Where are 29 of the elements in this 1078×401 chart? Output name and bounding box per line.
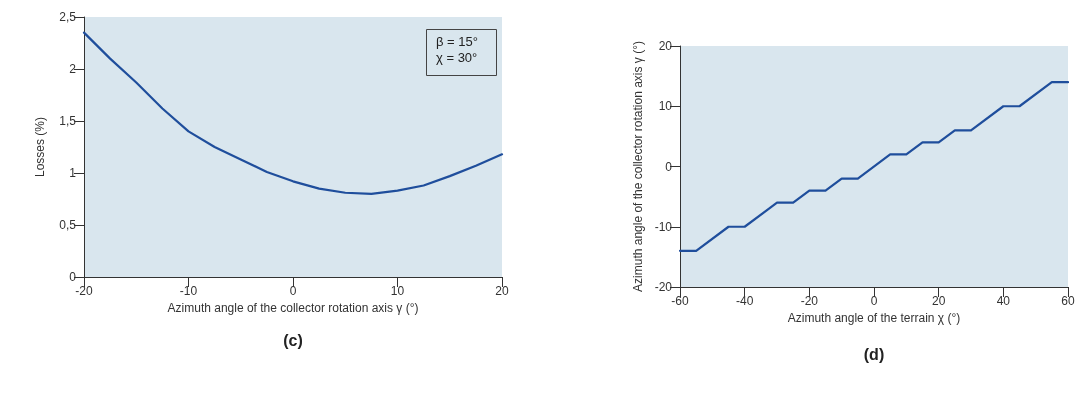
x-tick-label: -10 [179,284,198,298]
y-tick-label: 2 [69,62,77,76]
y-tick-label: 20 [658,39,673,53]
y-axis-title: Azimuth angle of the collector rotation axis γ (°) [630,41,645,292]
x-axis-title: Azimuth angle of the collector rotation axis γ (°) [167,300,419,315]
x-tick-label: 10 [390,284,405,298]
x-tick-label: 60 [1061,294,1075,308]
y-tick-label: 2,5 [59,10,77,24]
y-tick-label: 0 [69,270,77,284]
y-tick-label: 0 [665,159,673,174]
x-tick-label: 20 [495,284,509,298]
text: (d) [863,345,885,363]
y-tick-label: 10 [658,99,673,114]
x-tick-label: -20 [800,294,819,308]
y-tick-label: 0,5 [59,218,77,232]
x-tick-label: 40 [996,294,1011,308]
y-tick-label: -10 [654,219,673,234]
text: (c) [283,331,303,349]
x-axis-title: Azimuth angle of the terrain χ (°) [787,310,961,325]
x-tick-label: 20 [931,294,946,308]
annotation: β = 15° [436,34,478,49]
x-tick-label: -60 [671,294,689,308]
line-series [678,81,1070,252]
x-tick-label: -40 [735,294,754,308]
y-axis-title: Losses (%) [33,116,47,178]
y-tick-label: 1 [69,166,77,180]
line-series [82,31,504,195]
annotation: χ = 30° [436,50,478,65]
y-tick-label: 1,5 [59,114,77,128]
